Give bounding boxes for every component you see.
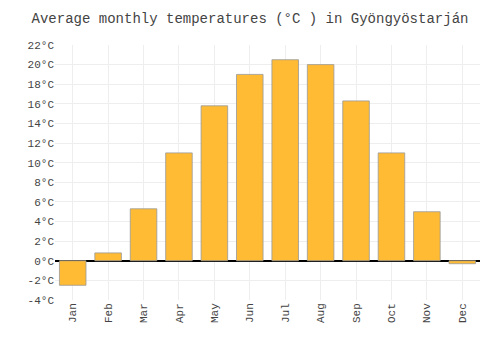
svg-text:Dec: Dec — [457, 303, 469, 323]
svg-text:16°C: 16°C — [28, 99, 55, 111]
svg-text:Jul: Jul — [280, 303, 292, 323]
svg-text:10°C: 10°C — [28, 158, 55, 170]
svg-text:12°C: 12°C — [28, 138, 55, 150]
svg-text:Nov: Nov — [421, 303, 433, 323]
svg-text:-2°C: -2°C — [28, 275, 55, 287]
svg-text:May: May — [209, 303, 221, 323]
svg-text:Oct: Oct — [386, 303, 398, 323]
svg-text:14°C: 14°C — [28, 118, 55, 130]
svg-text:2°C: 2°C — [34, 236, 54, 248]
svg-text:Apr: Apr — [174, 303, 186, 323]
svg-text:Jan: Jan — [67, 303, 79, 323]
svg-text:22°C: 22°C — [28, 40, 55, 52]
svg-text:Aug: Aug — [315, 303, 327, 323]
svg-text:-4°C: -4°C — [28, 295, 55, 307]
svg-text:6°C: 6°C — [34, 197, 54, 209]
svg-text:Average monthly temperatures (: Average monthly temperatures (°C ) in Gy… — [32, 11, 469, 27]
svg-text:Jun: Jun — [244, 303, 256, 323]
svg-text:Feb: Feb — [103, 303, 115, 323]
svg-text:0°C: 0°C — [34, 256, 54, 268]
svg-text:Sep: Sep — [351, 303, 363, 323]
svg-text:18°C: 18°C — [28, 79, 55, 91]
svg-text:20°C: 20°C — [28, 59, 55, 71]
svg-text:Mar: Mar — [138, 303, 150, 323]
svg-text:4°C: 4°C — [34, 216, 54, 228]
svg-text:8°C: 8°C — [34, 177, 54, 189]
